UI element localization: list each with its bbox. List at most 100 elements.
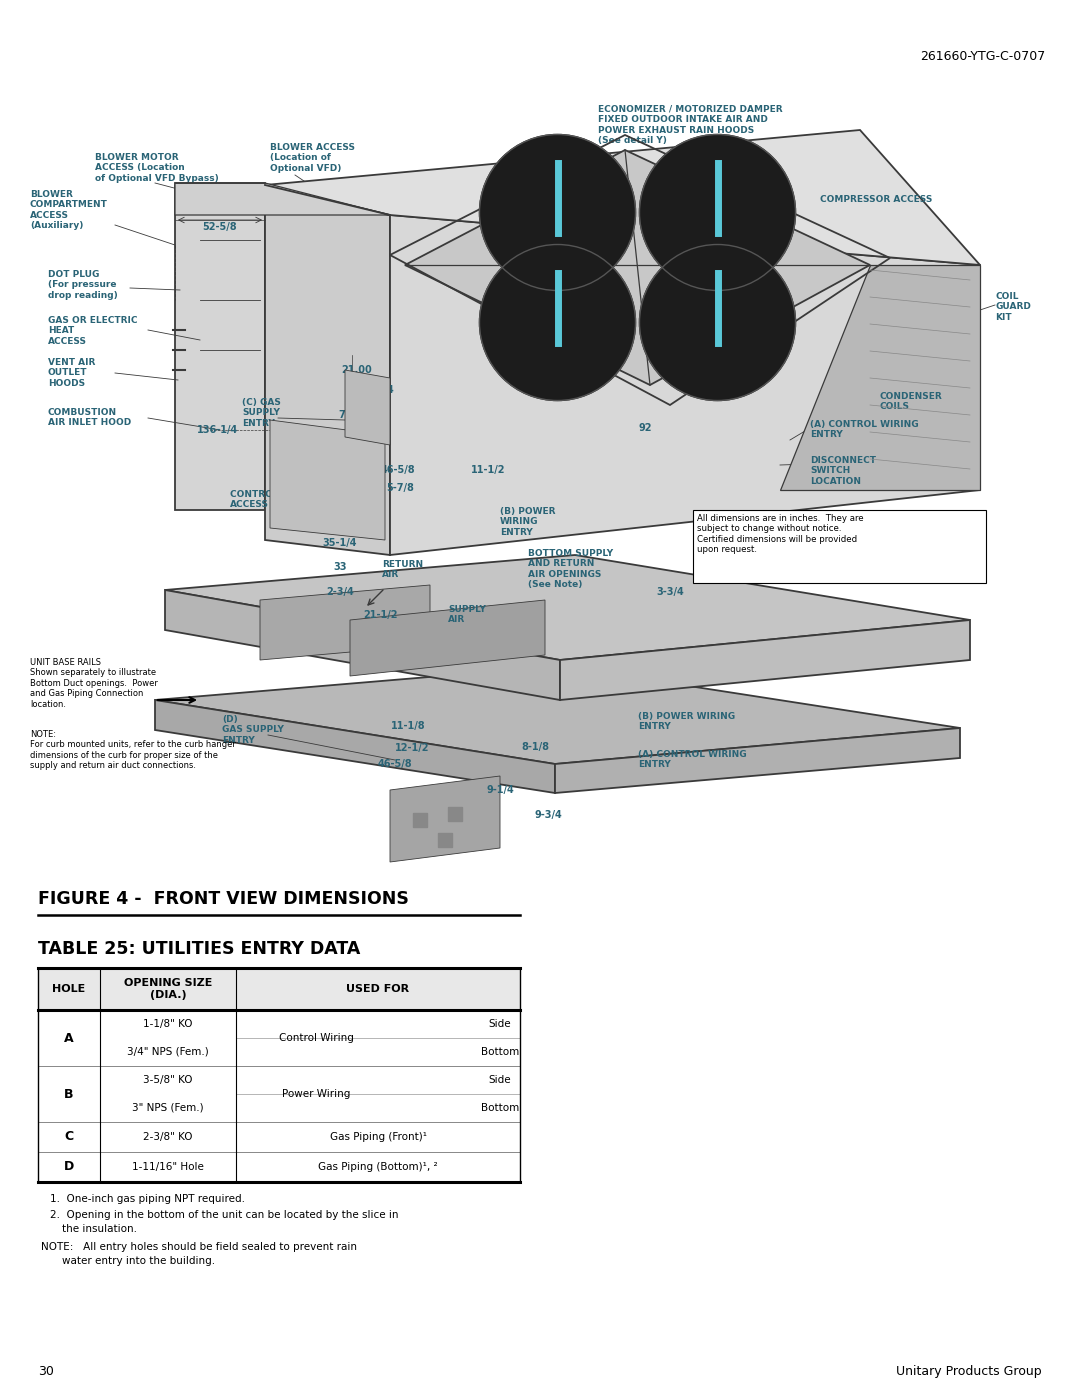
Text: 261660-YTG-C-0707: 261660-YTG-C-0707: [920, 50, 1045, 63]
Text: 12-1/2: 12-1/2: [395, 743, 429, 753]
Circle shape: [639, 134, 796, 291]
Polygon shape: [561, 620, 970, 700]
Text: Bottom: Bottom: [481, 1046, 519, 1058]
Text: 2-3/4: 2-3/4: [326, 587, 354, 597]
Polygon shape: [270, 420, 384, 541]
Text: 5-7/8: 5-7/8: [386, 483, 414, 493]
Text: A: A: [64, 1031, 73, 1045]
Text: (D)
GAS SUPPLY
ENTRY: (D) GAS SUPPLY ENTRY: [222, 715, 284, 745]
Text: FIGURE 4 -  FRONT VIEW DIMENSIONS: FIGURE 4 - FRONT VIEW DIMENSIONS: [38, 890, 409, 908]
Text: SUPPLY
AIR: SUPPLY AIR: [448, 605, 486, 624]
Bar: [413, 813, 427, 827]
Text: B: B: [64, 1087, 73, 1101]
Text: (B) POWER WIRING
ENTRY: (B) POWER WIRING ENTRY: [638, 712, 735, 732]
Text: COMPRESSOR ACCESS: COMPRESSOR ACCESS: [820, 196, 932, 204]
Text: the insulation.: the insulation.: [62, 1224, 137, 1234]
Text: 52-5/8: 52-5/8: [203, 222, 238, 232]
Text: UNIT BASE RAILS
Shown separately to illustrate
Bottom Duct openings.  Power
and : UNIT BASE RAILS Shown separately to illu…: [30, 658, 158, 708]
Text: Side: Side: [488, 1076, 511, 1085]
Polygon shape: [390, 775, 500, 862]
Text: COIL
GUARD
KIT: COIL GUARD KIT: [995, 292, 1031, 321]
Text: 1.  One-inch gas piping NPT required.: 1. One-inch gas piping NPT required.: [50, 1194, 245, 1204]
Text: HOLE: HOLE: [52, 983, 85, 995]
Text: GAS OR ELECTRIC
HEAT
ACCESS: GAS OR ELECTRIC HEAT ACCESS: [48, 316, 137, 346]
Text: 1-11/16" Hole: 1-11/16" Hole: [132, 1162, 204, 1172]
Text: C: C: [65, 1130, 73, 1144]
Text: 30: 30: [38, 1365, 54, 1377]
Text: 11-1/8: 11-1/8: [391, 721, 426, 731]
Polygon shape: [345, 370, 390, 446]
Text: COMBUSTION
AIR INLET HOOD: COMBUSTION AIR INLET HOOD: [48, 408, 132, 427]
Text: 3" NPS (Fem.): 3" NPS (Fem.): [132, 1104, 204, 1113]
Polygon shape: [156, 700, 555, 793]
Text: Power Wiring: Power Wiring: [282, 1090, 350, 1099]
Text: Bottom: Bottom: [481, 1104, 519, 1113]
Text: 2.  Opening in the bottom of the unit can be located by the slice in: 2. Opening in the bottom of the unit can…: [50, 1210, 399, 1220]
Polygon shape: [175, 184, 265, 510]
Polygon shape: [555, 728, 960, 793]
Text: 3/4" NPS (Fem.): 3/4" NPS (Fem.): [127, 1046, 208, 1058]
Text: (A) CONTROL WIRING
ENTRY: (A) CONTROL WIRING ENTRY: [810, 420, 919, 440]
Text: CONTROL BOX
ACCESS: CONTROL BOX ACCESS: [230, 490, 303, 510]
Text: 8-1/8: 8-1/8: [521, 742, 549, 752]
Circle shape: [480, 244, 635, 401]
Text: BLOWER MOTOR
ACCESS (Location
of Optional VFD Bypass): BLOWER MOTOR ACCESS (Location of Optiona…: [95, 154, 219, 183]
Text: 35-1/4: 35-1/4: [323, 538, 357, 548]
Bar: [438, 833, 453, 847]
Text: Gas Piping (Bottom)¹, ²: Gas Piping (Bottom)¹, ²: [319, 1162, 437, 1172]
Polygon shape: [780, 265, 980, 490]
Polygon shape: [156, 666, 960, 764]
Polygon shape: [165, 555, 970, 659]
Text: BOTTOM SUPPLY
AND RETURN
AIR OPENINGS
(See Note): BOTTOM SUPPLY AND RETURN AIR OPENINGS (S…: [528, 549, 613, 590]
Polygon shape: [405, 149, 870, 386]
FancyBboxPatch shape: [693, 510, 986, 583]
Text: 180-19/32: 180-19/32: [563, 196, 618, 205]
Text: 1-1/8" KO: 1-1/8" KO: [144, 1018, 192, 1030]
Text: NOTE:
For curb mounted units, refer to the curb hanger
dimensions of the curb fo: NOTE: For curb mounted units, refer to t…: [30, 731, 235, 770]
Polygon shape: [175, 183, 390, 215]
Text: 33: 33: [334, 562, 347, 571]
Text: TABLE 25: UTILITIES ENTRY DATA: TABLE 25: UTILITIES ENTRY DATA: [38, 940, 361, 958]
Text: (B) POWER
WIRING
ENTRY: (B) POWER WIRING ENTRY: [500, 507, 555, 536]
Text: ECONOMIZER / MOTORIZED DAMPER
FIXED OUTDOOR INTAKE AIR AND
POWER EXHAUST RAIN HO: ECONOMIZER / MOTORIZED DAMPER FIXED OUTD…: [598, 105, 783, 145]
Text: 92: 92: [638, 423, 651, 433]
Text: (C) GAS
SUPPLY
ENTRY: (C) GAS SUPPLY ENTRY: [242, 398, 281, 427]
Text: 46-5/8: 46-5/8: [380, 465, 416, 475]
Text: VENT AIR
OUTLET
HOODS: VENT AIR OUTLET HOODS: [48, 358, 95, 388]
Text: 21-1/2: 21-1/2: [363, 610, 397, 620]
Text: water entry into the building.: water entry into the building.: [62, 1256, 215, 1266]
Text: 9-1/4: 9-1/4: [486, 785, 514, 795]
Polygon shape: [165, 590, 561, 700]
Text: 9-3/4: 9-3/4: [366, 386, 394, 395]
Text: DOT PLUG
(For pressure
drop reading): DOT PLUG (For pressure drop reading): [48, 270, 118, 300]
Text: CONDENSER
COILS: CONDENSER COILS: [880, 393, 943, 411]
Polygon shape: [265, 196, 390, 555]
Text: NOTE:   All entry holes should be field sealed to prevent rain: NOTE: All entry holes should be field se…: [41, 1242, 357, 1252]
Text: 7-1/8: 7-1/8: [338, 409, 366, 420]
Text: 35: 35: [338, 504, 352, 515]
Polygon shape: [265, 130, 980, 265]
Circle shape: [639, 244, 796, 401]
Text: DISCONNECT
SWITCH
LOCATION: DISCONNECT SWITCH LOCATION: [810, 455, 876, 486]
Text: Control Wiring: Control Wiring: [279, 1032, 353, 1044]
Text: 2-3/8" KO: 2-3/8" KO: [144, 1132, 192, 1141]
Text: Gas Piping (Front)¹: Gas Piping (Front)¹: [329, 1132, 427, 1141]
Text: 136-1/4: 136-1/4: [198, 425, 239, 434]
Text: 3-5/8" KO: 3-5/8" KO: [144, 1076, 192, 1085]
Text: 21.00: 21.00: [341, 365, 373, 374]
Text: USED FOR: USED FOR: [347, 983, 409, 995]
Text: RETURN
AIR: RETURN AIR: [382, 560, 423, 580]
Text: OPENING SIZE
(DIA.): OPENING SIZE (DIA.): [124, 978, 212, 1000]
Text: BLOWER ACCESS
(Location of
Optional VFD): BLOWER ACCESS (Location of Optional VFD): [270, 142, 355, 173]
Text: D: D: [64, 1161, 75, 1173]
Text: BLOWER
COMPARTMENT
ACCESS
(Auxiliary): BLOWER COMPARTMENT ACCESS (Auxiliary): [30, 190, 108, 231]
Text: 46-5/8: 46-5/8: [378, 759, 413, 768]
Polygon shape: [260, 585, 430, 659]
Text: 3-3/4: 3-3/4: [657, 587, 684, 597]
Text: 5: 5: [360, 450, 366, 460]
Text: 11-1/2: 11-1/2: [471, 465, 505, 475]
Text: 180-19/32: 180-19/32: [563, 193, 618, 203]
Polygon shape: [350, 599, 545, 676]
Text: Unitary Products Group: Unitary Products Group: [896, 1365, 1042, 1377]
Text: 9-3/4: 9-3/4: [535, 810, 562, 820]
